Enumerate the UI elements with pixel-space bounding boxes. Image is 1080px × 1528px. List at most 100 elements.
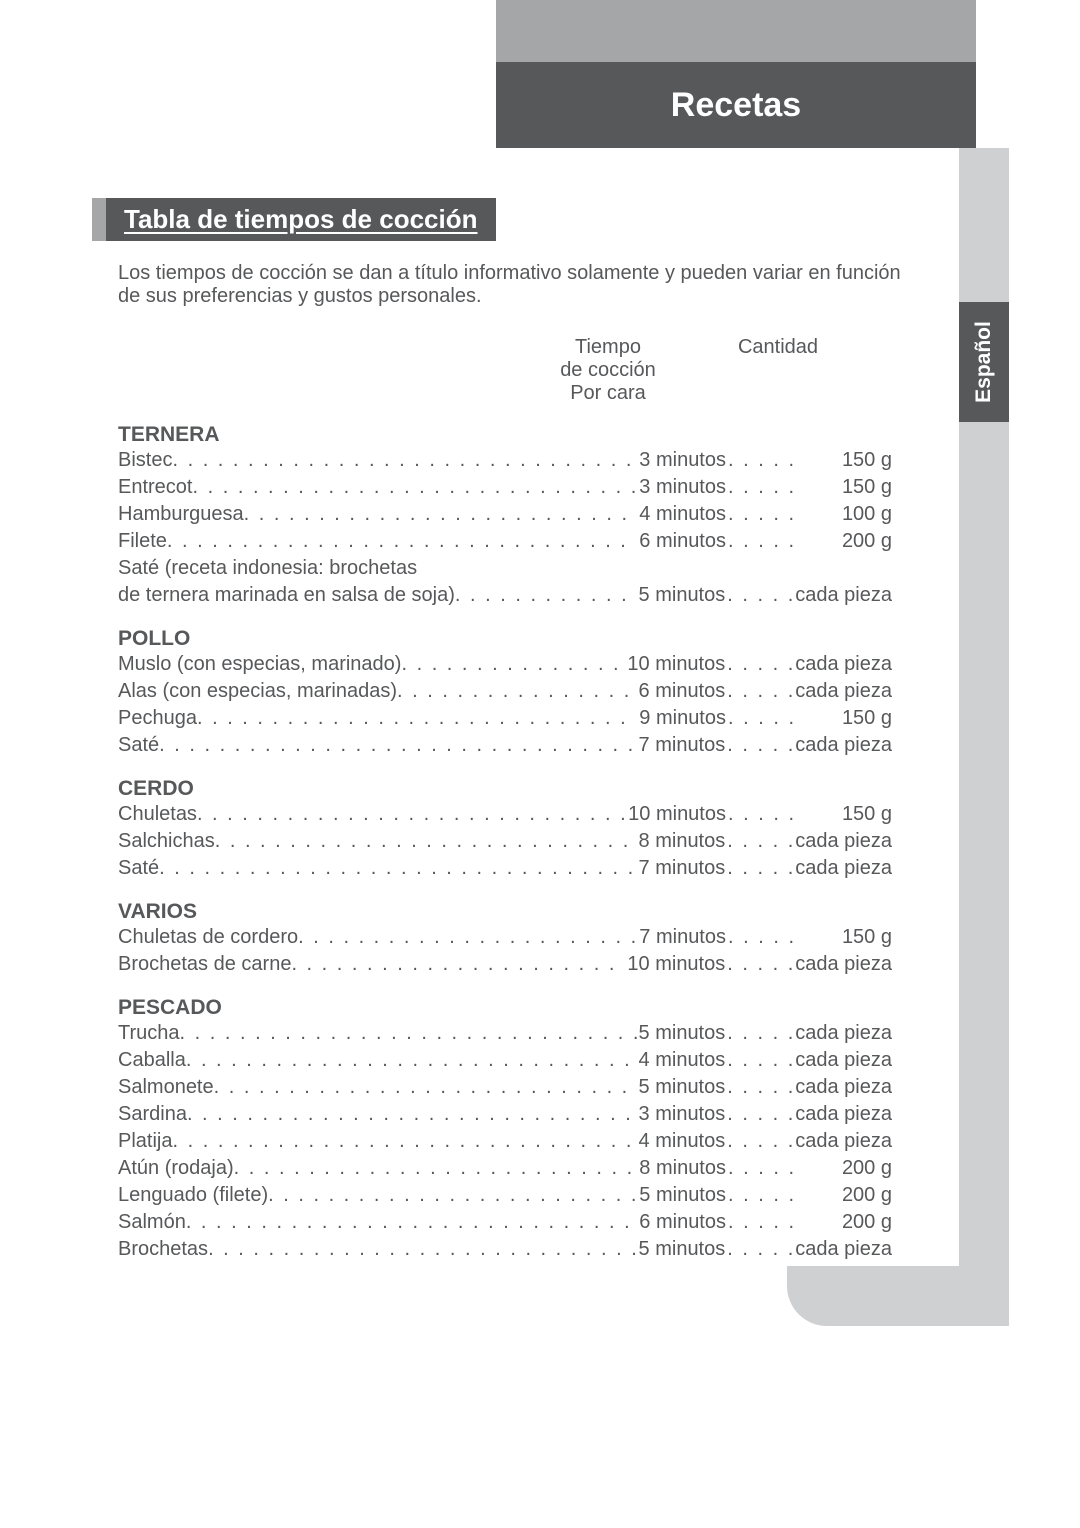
leader-dots	[727, 732, 795, 759]
leader-dots	[728, 447, 796, 474]
row-quantity: cada pieza	[795, 1020, 892, 1047]
leader-dots	[727, 1236, 795, 1263]
category-block: VARIOSChuletas de cordero7 minutos150 gB…	[118, 900, 892, 978]
table-row: Brochetas de carne10 minutoscada pieza	[118, 951, 892, 978]
table-row: Platija4 minutoscada pieza	[118, 1128, 892, 1155]
row-name: Filete	[118, 528, 167, 555]
row-name: Lenguado (filete)	[118, 1182, 268, 1209]
table-row: Salmón6 minutos200 g	[118, 1209, 892, 1236]
row-quantity: cada pieza	[795, 678, 892, 705]
category-title: VARIOS	[118, 900, 892, 924]
leader-dots	[159, 732, 636, 759]
table-row: Muslo (con especias, marinado) 10 minutos…	[118, 651, 892, 678]
row-name: Atún (rodaja)	[118, 1155, 234, 1182]
leader-dots	[208, 1236, 636, 1263]
leader-dots	[159, 855, 636, 882]
leader-dots	[215, 828, 637, 855]
table-row: Saté7 minutoscada pieza	[118, 732, 892, 759]
leader-dots	[727, 1128, 795, 1155]
row-name: Sardina	[118, 1101, 187, 1128]
row-quantity: cada pieza	[795, 1128, 892, 1155]
row-name: Entrecot	[118, 474, 192, 501]
row-quantity: 150 g	[796, 801, 892, 828]
table-row: Pechuga9 minutos150 g	[118, 705, 892, 732]
row-quantity: cada pieza	[795, 1047, 892, 1074]
row-time: 8 minutos	[637, 828, 728, 855]
leader-dots	[727, 1074, 795, 1101]
leader-dots	[167, 528, 637, 555]
leader-dots	[727, 951, 795, 978]
leader-dots	[180, 1020, 637, 1047]
leader-dots	[728, 1155, 796, 1182]
column-headers: Tiempo de cocción Por cara Cantidad	[118, 336, 892, 405]
table-row: Atún (rodaja)8 minutos200 g	[118, 1155, 892, 1182]
row-name: Pechuga	[118, 705, 197, 732]
leader-dots	[186, 1209, 637, 1236]
leader-dots	[728, 705, 796, 732]
row-quantity: 150 g	[796, 474, 892, 501]
row-time: 5 minutos	[637, 1020, 728, 1047]
leader-dots	[192, 474, 637, 501]
page-header-title: Recetas	[671, 86, 801, 125]
row-time: 10 minutos	[625, 651, 727, 678]
header-spacer	[118, 336, 518, 405]
row-name: Muslo (con especias, marinado)	[118, 651, 401, 678]
category-title: TERNERA	[118, 423, 892, 447]
row-time: 7 minutos	[637, 732, 728, 759]
row-time: 4 minutos	[637, 1047, 728, 1074]
leader-dots	[727, 1101, 795, 1128]
leader-dots	[728, 1182, 796, 1209]
row-time: 5 minutos	[637, 582, 728, 609]
leader-dots	[197, 801, 626, 828]
row-name: Bistec	[118, 447, 172, 474]
bottom-corner-panel	[787, 1266, 1009, 1326]
row-name-line1: Saté (receta indonesia: brochetas	[118, 555, 892, 582]
row-time: 4 minutos	[637, 1128, 728, 1155]
categories-container: TERNERABistec3 minutos150 gEntrecot 3 min…	[118, 423, 892, 1263]
leader-dots	[172, 1128, 636, 1155]
section-tab-title: Tabla de tiempos de cocción	[124, 204, 478, 234]
row-time: 10 minutos	[625, 951, 727, 978]
row-quantity: cada pieza	[795, 951, 892, 978]
table-row: Caballa 4 minutos cada pieza	[118, 1047, 892, 1074]
row-quantity: 150 g	[796, 447, 892, 474]
table-row: Trucha5 minutoscada pieza	[118, 1020, 892, 1047]
leader-dots	[728, 528, 796, 555]
row-quantity: cada pieza	[795, 1101, 892, 1128]
row-quantity: 100 g	[796, 501, 892, 528]
row-quantity: cada pieza	[795, 828, 892, 855]
table-row: Sardina 3 minutos cada pieza	[118, 1101, 892, 1128]
table-row: Brochetas5 minutoscada pieza	[118, 1236, 892, 1263]
table-row: Saté7 minutoscada pieza	[118, 855, 892, 882]
intro-paragraph: Los tiempos de cocción se dan a título i…	[118, 262, 910, 308]
row-name: Alas (con especias, marinadas)	[118, 678, 397, 705]
leader-dots	[727, 855, 795, 882]
table-row: Chuletas10 minutos150 g	[118, 801, 892, 828]
leader-dots	[727, 1020, 795, 1047]
table-row: Bistec3 minutos150 g	[118, 447, 892, 474]
leader-dots	[298, 924, 637, 951]
leader-dots	[234, 1155, 638, 1182]
row-name: Chuletas de cordero	[118, 924, 298, 951]
section-tab: Tabla de tiempos de cocción	[92, 198, 496, 241]
row-quantity: 200 g	[796, 1155, 892, 1182]
row-time: 3 minutos	[637, 1101, 728, 1128]
row-quantity: 200 g	[796, 528, 892, 555]
row-name: de ternera marinada en salsa de soja)	[118, 582, 455, 609]
row-time: 6 minutos	[637, 528, 728, 555]
row-name: Hamburguesa	[118, 501, 244, 528]
leader-dots	[186, 1047, 637, 1074]
leader-dots	[397, 678, 637, 705]
leader-dots	[291, 951, 625, 978]
row-name: Caballa	[118, 1047, 186, 1074]
leader-dots	[727, 1047, 795, 1074]
leader-dots	[728, 801, 796, 828]
row-time: 5 minutos	[637, 1182, 728, 1209]
language-side-tab: Español	[959, 302, 1009, 422]
row-name: Salmonete	[118, 1074, 214, 1101]
row-time: 5 minutos	[637, 1074, 728, 1101]
page-header: Recetas	[496, 62, 976, 148]
row-quantity: cada pieza	[795, 1236, 892, 1263]
leader-dots	[728, 474, 796, 501]
leader-dots	[727, 678, 795, 705]
